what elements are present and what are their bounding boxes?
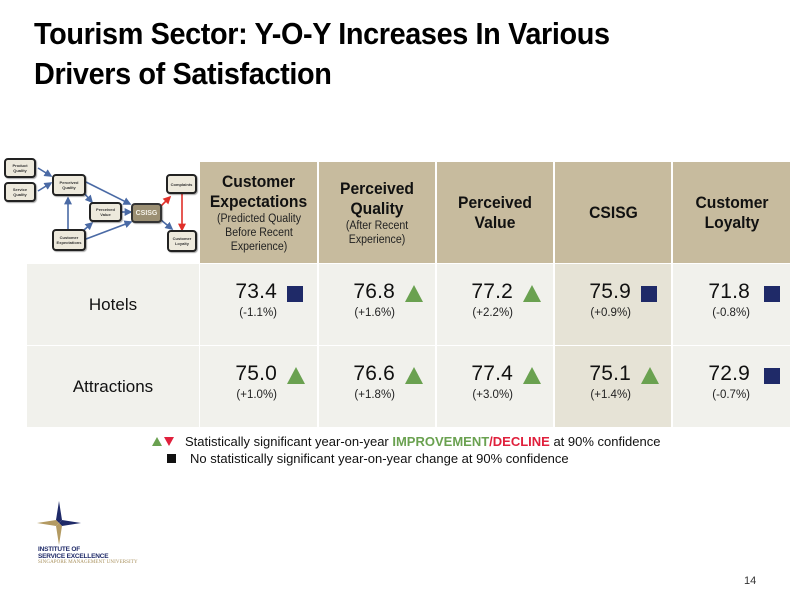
- cell-value: 75.9: [589, 280, 631, 303]
- legend-text: No statistically significant year-on-yea…: [190, 451, 569, 466]
- table-row-hotels: Hotels 73.4 (-1.1%) 76.8 (+1.6%) 77.2 (+…: [27, 264, 790, 345]
- cell-value: 75.0: [235, 362, 277, 385]
- no-change-square-icon: [641, 286, 657, 302]
- table-cell: 76.6 (+1.8%): [319, 346, 435, 427]
- logo-line1: INSTITUTE OF: [38, 546, 81, 553]
- column-subtitle: (Predicted Quality Before Recent Experie…: [216, 212, 301, 253]
- node-perceived-quality: Perceived Quality: [52, 174, 86, 196]
- table-cell: 73.4 (-1.1%): [200, 264, 317, 345]
- cell-change: (+1.4%): [590, 389, 631, 401]
- cell-value: 76.6: [353, 362, 395, 385]
- cell-value: 71.8: [708, 280, 750, 303]
- table-header-row: Customer Expectations (Predicted Quality…: [200, 162, 790, 263]
- logo-university: SINGAPORE MANAGEMENT UNIVERSITY: [38, 560, 138, 565]
- node-csisg: CSISG: [131, 203, 162, 223]
- column-title: Perceived Quality: [340, 178, 414, 218]
- column-subtitle: (After Recent Experience): [345, 219, 409, 246]
- no-change-square-icon: [167, 454, 176, 463]
- column-header-customer-loyalty: Customer Loyalty: [673, 162, 790, 263]
- column-title: Customer Expectations: [209, 171, 308, 211]
- cell-value: 77.2: [471, 280, 513, 303]
- logo-name: INSTITUTE OF SERVICE EXCELLENCE: [38, 546, 109, 560]
- cell-change: (+3.0%): [472, 389, 513, 401]
- column-header-csisg: CSISG: [555, 162, 671, 263]
- node-product-quality: Product Quality: [4, 158, 36, 178]
- diagram-arrows: [37, 167, 186, 240]
- cell-value: 73.4: [235, 280, 277, 303]
- improvement-triangle-icon: [641, 367, 659, 384]
- table-cell: 75.9 (+0.9%): [555, 264, 671, 345]
- legend-improvement: IMPROVEMENT: [392, 434, 490, 449]
- table-cell: 77.2 (+2.2%): [437, 264, 553, 345]
- cell-value: 72.9: [708, 362, 750, 385]
- column-title: Perceived Value: [458, 192, 532, 232]
- row-label: Hotels: [27, 264, 199, 345]
- legend-text: Statistically significant year-on-year I…: [185, 433, 660, 450]
- slide-title: Tourism Sector: Y-O-Y Increases In Vario…: [34, 14, 704, 94]
- decline-triangle-icon: [164, 437, 174, 446]
- institute-logo: INSTITUTE OF SERVICE EXCELLENCE SINGAPOR…: [33, 499, 173, 574]
- slide-title-line1: Tourism Sector: Y-O-Y Increases In Vario…: [34, 16, 610, 51]
- legend-item-significant: Statistically significant year-on-year I…: [152, 433, 660, 450]
- arrow-pq-to-csisg: [85, 181, 132, 205]
- arrow-service-to-perceived-quality: [37, 182, 53, 192]
- cell-change: (+1.8%): [354, 389, 395, 401]
- legend: Statistically significant year-on-year I…: [152, 433, 660, 467]
- cell-change: (+1.0%): [236, 389, 277, 401]
- improvement-triangle-icon: [287, 367, 305, 384]
- cell-change: (+1.6%): [354, 307, 395, 319]
- no-change-square-icon: [287, 286, 303, 302]
- arrow-ce-to-pv: [83, 221, 94, 231]
- table-cell: 77.4 (+3.0%): [437, 346, 553, 427]
- improvement-triangle-icon: [405, 367, 423, 384]
- legend-slash: /: [489, 434, 493, 449]
- node-service-quality: Service Quality: [4, 182, 36, 202]
- cell-value: 76.8: [353, 280, 395, 303]
- no-change-square-icon: [764, 286, 780, 302]
- legend-prefix: Statistically significant year-on-year: [185, 434, 393, 449]
- no-change-square-icon: [764, 368, 780, 384]
- column-header-perceived-quality: Perceived Quality (After Recent Experien…: [319, 162, 435, 263]
- table-cell: 75.1 (+1.4%): [555, 346, 671, 427]
- cell-change: (+0.9%): [590, 307, 631, 319]
- column-title: CSISG: [588, 202, 638, 222]
- logo-line2: SERVICE EXCELLENCE: [38, 553, 109, 560]
- legend-suffix: at 90% confidence: [549, 434, 661, 449]
- improvement-triangle-icon: [523, 285, 541, 302]
- star-logo-icon: [37, 501, 81, 545]
- cell-change: (-1.1%): [239, 307, 277, 319]
- page-number: 14: [744, 575, 757, 587]
- improvement-triangle-icon: [405, 285, 423, 302]
- node-customer-loyalty: Customer Loyalty: [167, 230, 197, 252]
- row-label: Attractions: [27, 346, 199, 427]
- improvement-triangle-icon: [523, 367, 541, 384]
- column-header-customer-expectations: Customer Expectations (Predicted Quality…: [200, 162, 317, 263]
- satisfaction-table: Customer Expectations (Predicted Quality…: [27, 162, 790, 427]
- node-customer-expectations: Customer Expectations: [52, 229, 86, 251]
- table-row-attractions: Attractions 75.0 (+1.0%) 76.6 (+1.8%) 77…: [27, 346, 790, 427]
- legend-item-no-change: No statistically significant year-on-yea…: [152, 450, 660, 467]
- cell-value: 77.4: [471, 362, 513, 385]
- table-cell: 71.8 (-0.8%): [673, 264, 790, 345]
- node-perceived-value: Perceived Value: [89, 202, 122, 222]
- table-cell: 76.8 (+1.6%): [319, 264, 435, 345]
- slide-title-line2: Drivers of Satisfaction: [34, 56, 332, 91]
- cell-change: (-0.7%): [712, 389, 750, 401]
- node-complaints: Complaints: [166, 174, 197, 194]
- legend-decline: DECLINE: [492, 434, 550, 449]
- table-cell: 75.0 (+1.0%): [200, 346, 317, 427]
- table-cell: 72.9 (-0.7%): [673, 346, 790, 427]
- arrow-csisg-to-loyalty: [160, 219, 174, 231]
- column-header-perceived-value: Perceived Value: [437, 162, 553, 263]
- improvement-triangle-icon: [152, 437, 162, 446]
- cell-change: (-0.8%): [712, 307, 750, 319]
- arrow-product-to-perceived-quality: [37, 167, 53, 177]
- arrow-ce-to-csisg: [85, 220, 133, 240]
- cell-value: 75.1: [589, 362, 631, 385]
- column-title: Customer Loyalty: [694, 192, 768, 232]
- csisg-model-diagram: Product Quality Service Quality Perceive…: [0, 150, 200, 260]
- cell-change: (+2.2%): [472, 307, 513, 319]
